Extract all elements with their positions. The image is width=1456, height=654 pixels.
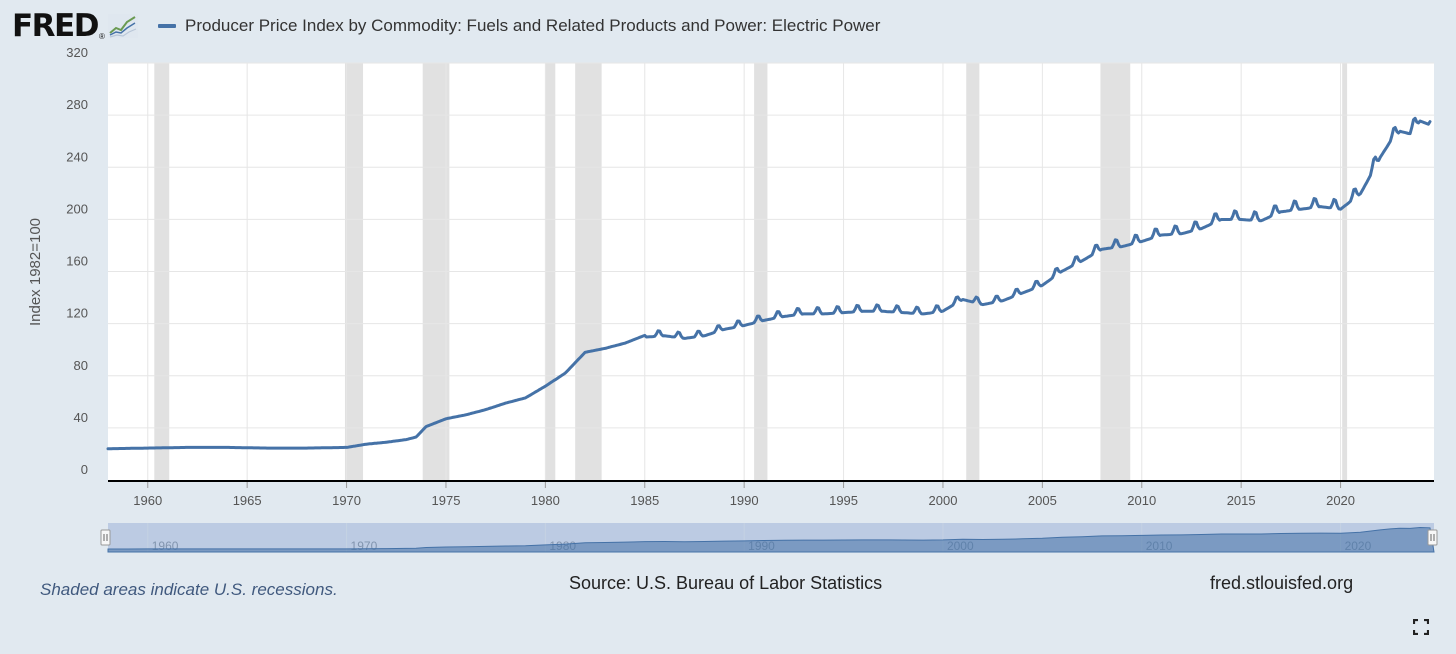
y-axis-ticks: 0 40 80 120 160 200 240 280 320 (66, 45, 88, 477)
y-tick-label: 80 (74, 358, 88, 373)
y-tick-label: 320 (66, 45, 88, 60)
navigator-right-handle[interactable] (1427, 529, 1438, 546)
chart-header: FRED ® Producer Price Index by Commodity… (0, 0, 1456, 52)
x-tick-label: 1980 (531, 493, 560, 508)
y-tick-label: 40 (74, 410, 88, 425)
y-tick-label: 280 (66, 97, 88, 112)
x-tick-label: 2005 (1028, 493, 1057, 508)
x-tick-label: 1965 (233, 493, 262, 508)
recession-note: Shaded areas indicate U.S. recessions. (40, 580, 338, 599)
navigator-left-handle[interactable] (100, 529, 111, 546)
x-tick-label: 2010 (1127, 493, 1156, 508)
chart-legend[interactable]: Producer Price Index by Commodity: Fuels… (158, 16, 880, 36)
y-tick-label: 0 (81, 462, 88, 477)
site-link[interactable]: fred.stlouisfed.org (1210, 573, 1354, 593)
series-line[interactable] (106, 116, 1432, 451)
range-navigator[interactable]: 1960197019801990200020102020 (100, 523, 1438, 553)
x-tick-label: 1985 (630, 493, 659, 508)
fred-logo-text: FRED (12, 8, 99, 44)
legend-swatch (158, 24, 176, 28)
x-tick-label: 1970 (332, 493, 361, 508)
series-title: Producer Price Index by Commodity: Fuels… (185, 16, 881, 35)
y-tick-label: 240 (66, 149, 88, 164)
x-tick-label: 1975 (432, 493, 461, 508)
x-tick-label: 1995 (829, 493, 858, 508)
x-tick-label: 1960 (133, 493, 162, 508)
y-tick-label: 120 (66, 306, 88, 321)
y-tick-label: 200 (66, 201, 88, 216)
line-chart-icon (107, 14, 138, 38)
y-axis-label: Index 1982=100 (27, 218, 44, 326)
x-tick-label: 2020 (1326, 493, 1355, 508)
x-tick-label: 2000 (929, 493, 958, 508)
navigator-area (107, 526, 1435, 553)
x-axis-ticks: 1960 1965 1970 1975 1980 1985 1990 1995 2000 2005… (133, 481, 1355, 508)
gridlines (108, 62, 1434, 480)
fred-logo[interactable]: FRED ® (12, 8, 138, 44)
fullscreen-icon[interactable] (1413, 619, 1429, 635)
x-tick-label: 1990 (730, 493, 759, 508)
registered-mark: ® (98, 31, 105, 41)
source-credit: Source: U.S. Bureau of Labor Statistics (569, 573, 883, 593)
y-tick-label: 160 (66, 254, 88, 269)
x-tick-label: 2015 (1227, 493, 1256, 508)
